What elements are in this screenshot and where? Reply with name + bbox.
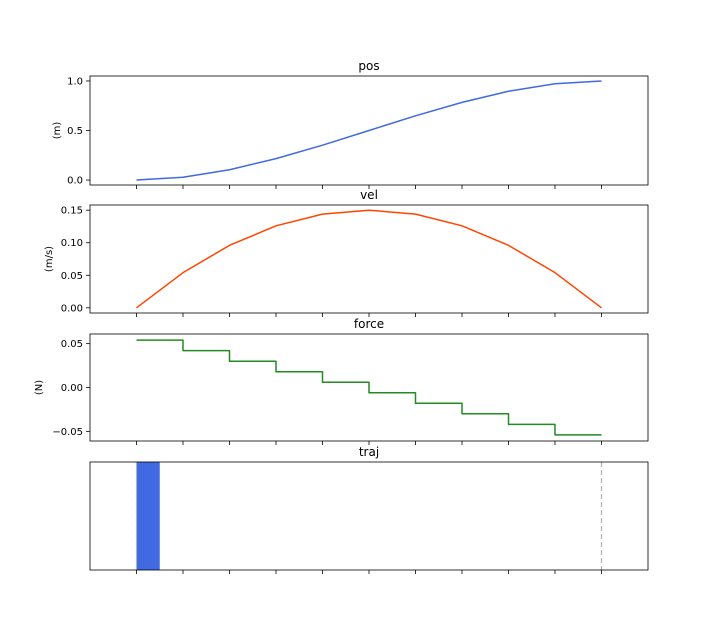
vel-subplot: vel 0.00 0.05 0.10 0.15 (m/s) xyxy=(44,188,649,317)
y-axis-label: (m) xyxy=(52,122,63,140)
traj-subplot: traj xyxy=(89,445,649,574)
axes-frame xyxy=(89,333,649,442)
y-tick-label: 0.15 xyxy=(61,206,83,217)
y-tick-label: 0.00 xyxy=(61,303,83,314)
series-line xyxy=(136,80,602,181)
y-tick-label: 1.0 xyxy=(67,76,83,87)
y-tick-label: 0.05 xyxy=(61,271,83,282)
y-tick-label: 0.0 xyxy=(67,176,83,187)
y-axis-label: (m/s) xyxy=(44,246,55,272)
y-tick-label: 0.10 xyxy=(61,238,83,249)
y-tick-label: 0.00 xyxy=(61,383,83,394)
y-tick-label: 0.5 xyxy=(67,126,83,137)
force-subplot: force −0.05 0.00 0.05 (N) xyxy=(34,317,649,445)
y-axis-label: (N) xyxy=(34,380,45,395)
axes-frame xyxy=(89,75,649,186)
subplot-title: vel xyxy=(360,188,378,202)
traj-block xyxy=(136,462,160,570)
subplot-title: force xyxy=(354,317,384,331)
y-tick-label: −0.05 xyxy=(52,427,83,438)
subplot-title: traj xyxy=(359,445,379,459)
series-line xyxy=(136,339,602,436)
series-line xyxy=(136,209,602,309)
pos-subplot: pos 0.0 0.5 1.0 (m) xyxy=(52,59,649,189)
axes-frame xyxy=(89,461,649,571)
axes-frame xyxy=(89,204,649,314)
y-tick-label: 0.05 xyxy=(61,339,83,350)
subplot-title: pos xyxy=(358,59,379,73)
